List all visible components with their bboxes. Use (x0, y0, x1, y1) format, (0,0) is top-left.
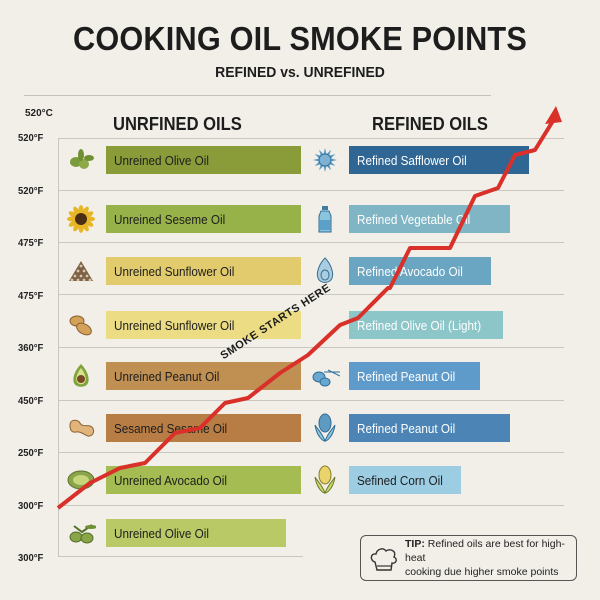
oil-label: Unreined Sunflower Oil (114, 263, 235, 279)
peanuts-icon (66, 310, 96, 340)
oil-label: Unreined Olive Oil (114, 152, 209, 168)
oil-label: Unreined Sunflower Oil (114, 317, 235, 333)
refined-column-title: REFINED OILS (372, 114, 488, 134)
y-axis-tick: 520°F (18, 185, 44, 197)
oil-label: Refined Vegetable Oil (357, 211, 471, 227)
refined-oil-bar: Refined Olive Oil (Light) (349, 311, 503, 339)
oil-label: Sesamed Sesame Oil (114, 420, 228, 436)
unrefined-oil-bar: Unreined Peanut Oil (106, 362, 301, 390)
chef-hat-icon (369, 546, 399, 578)
title-divider (24, 95, 491, 96)
y-axis-tick: 360°F (18, 342, 44, 354)
sunflower-icon (66, 204, 96, 234)
oil-label: Refined Peanut Oil (357, 368, 456, 384)
unrefined-oil-bar: Unreined Sunflower Oil (106, 257, 301, 285)
oil-label: Unreined Avocado Oil (114, 472, 227, 488)
peanut-icon (66, 413, 96, 443)
refined-oil-bar: Refined Safflower Oil (349, 146, 529, 174)
y-axis-tick: 520°F (18, 132, 44, 144)
unrefined-oil-bar: Unreined Olive Oil (106, 519, 286, 547)
y-axis-tick: 300°F (18, 552, 44, 564)
oil-label: Refined Safflower Oil (357, 152, 467, 168)
avocado-slice-icon (66, 465, 96, 495)
oil-label: Unreined Olive Oil (114, 525, 209, 541)
y-axis-tick: 475°F (18, 290, 44, 302)
oil-label: Refined Avocado Oil (357, 263, 463, 279)
olive-sprig-icon (310, 361, 340, 391)
y-axis-tick: 450°F (18, 395, 44, 407)
y-axis-tick: 475°F (18, 237, 44, 249)
refined-oil-bar: Sefined Corn Oil (349, 466, 461, 494)
tip-text-line2: cooking due higher smoke points (405, 566, 559, 578)
oil-label: Sefined Corn Oil (357, 472, 443, 488)
unrefined-oil-bar: Sesamed Sesame Oil (106, 414, 301, 442)
y-axis-tick: 300°F (18, 500, 44, 512)
page-subtitle: REFINED vs. UNREFINED (215, 64, 385, 81)
grid-line (58, 190, 564, 191)
oil-label: Unreined Peanut Oil (114, 368, 220, 384)
grid-line (58, 400, 564, 401)
axis-unit-label: 520°C (25, 108, 53, 119)
unrefined-oil-bar: Unreined Olive Oil (106, 146, 301, 174)
grid-line (58, 347, 564, 348)
avocado-icon (66, 361, 96, 391)
tip-prefix: TIP: (405, 538, 425, 550)
tip-box: TIP: Refined oils are best for high-heat… (360, 535, 577, 581)
olive-branch-icon (66, 145, 96, 175)
refined-oil-bar: Refined Vegetable Oil (349, 205, 510, 233)
oil-label: Unreined Seseme Oil (114, 211, 226, 227)
seeds-pile-icon (66, 256, 96, 286)
grid-line (58, 242, 564, 243)
grid-line (58, 505, 564, 506)
olives-icon (66, 518, 96, 548)
oil-label: Refined Olive Oil (Light) (357, 317, 482, 333)
refined-oil-bar: Refined Peanut Oil (349, 414, 510, 442)
oil-bottle-icon (310, 204, 340, 234)
unrefined-oil-bar: Unreined Seseme Oil (106, 205, 301, 233)
y-axis-tick: 250°F (18, 447, 44, 459)
page-title: COOKING OIL SMOKE POINTS (72, 20, 528, 57)
oil-label: Refined Peanut Oil (357, 420, 456, 436)
tip-text-line1: Refined oils are best for high-heat (405, 538, 565, 564)
grid-line (58, 138, 564, 139)
unrefined-oil-bar: Unreined Avocado Oil (106, 466, 301, 494)
grid-line (58, 452, 564, 453)
corn-yellow-icon (310, 465, 340, 495)
corn-blue-icon (310, 413, 340, 443)
refined-oil-bar: Refined Avocado Oil (349, 257, 491, 285)
safflower-icon (310, 145, 340, 175)
unrefined-column-title: UNRFINED OILS (113, 114, 242, 134)
refined-oil-bar: Refined Peanut Oil (349, 362, 480, 390)
